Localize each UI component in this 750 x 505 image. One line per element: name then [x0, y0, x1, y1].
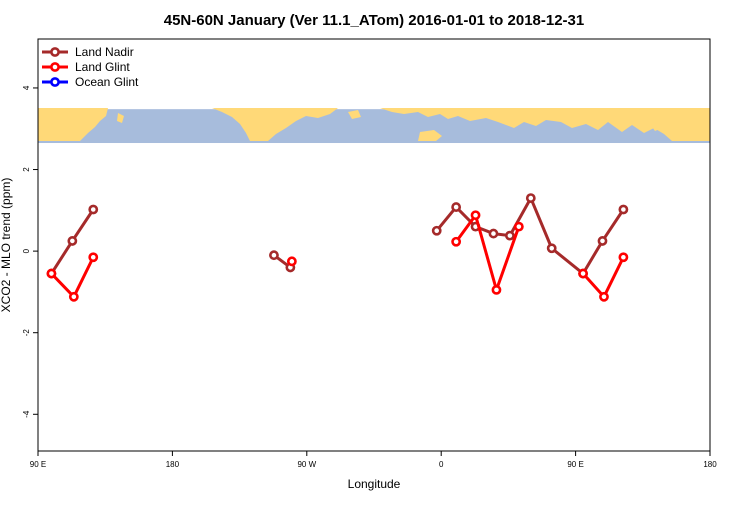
legend-item: Land Nadir [42, 45, 134, 59]
data-point [488, 228, 499, 239]
data-point [513, 221, 524, 232]
x-tick-label: 180 [703, 460, 717, 469]
data-point [578, 268, 588, 279]
data-point [470, 210, 481, 221]
data-point [431, 225, 442, 236]
map-land-shape [418, 130, 442, 141]
x-tick-label: 90 E [30, 460, 46, 469]
data-point [67, 236, 78, 246]
series-land-glint [46, 210, 629, 302]
data-point [599, 291, 609, 302]
legend-item: Land Glint [42, 60, 130, 74]
legend-swatch-marker [50, 62, 60, 72]
data-point [618, 204, 629, 215]
x-axis-label: Longitude [348, 477, 401, 491]
x-tick-label: 90 E [567, 460, 583, 469]
data-point [451, 202, 462, 212]
legend-item: Ocean Glint [42, 75, 139, 89]
map-land-shape [117, 113, 124, 123]
x-axis: 90 E 180 90 W 0 90 E 180 [30, 451, 717, 469]
y-tick-label: -2 [22, 329, 31, 337]
data-point [546, 243, 557, 254]
plot-frame [37, 38, 711, 452]
map-land-shape [38, 108, 108, 141]
data-point [68, 291, 79, 302]
y-axis: -4 -2 0 2 4 [22, 85, 38, 418]
series-land-nadir [46, 193, 629, 279]
data-point [46, 268, 57, 279]
x-tick-label: 180 [166, 460, 180, 469]
data-point [597, 236, 608, 246]
series-layer [46, 193, 629, 302]
legend-label: Ocean Glint [75, 75, 139, 89]
series-line [454, 213, 521, 292]
data-point [88, 252, 99, 263]
series-line [435, 196, 625, 276]
y-tick-label: -4 [22, 410, 31, 418]
legend-label: Land Glint [75, 60, 130, 74]
legend-swatch-marker [50, 47, 60, 57]
map-land-shape [650, 120, 662, 131]
data-point [491, 284, 502, 295]
data-point [525, 193, 536, 203]
data-point [88, 204, 99, 215]
x-tick-label: 0 [439, 460, 444, 469]
y-tick-label: 0 [22, 248, 31, 253]
y-tick-label: 2 [22, 167, 31, 172]
map-land [38, 108, 710, 141]
y-axis-label: XCO2 - MLO trend (ppm) [0, 178, 13, 313]
data-point [504, 230, 515, 241]
chart-title: 45N-60N January (Ver 11.1_ATom) 2016-01-… [164, 12, 585, 29]
x-tick-label: 90 W [297, 460, 316, 469]
legend-label: Land Nadir [75, 45, 134, 59]
data-point [269, 250, 279, 261]
map-land-shape [380, 108, 710, 141]
data-point [286, 256, 297, 267]
world-map-band [38, 108, 710, 144]
map-land-shape [296, 108, 310, 112]
data-point [618, 252, 629, 263]
legend-swatch-marker [50, 77, 60, 87]
map-land-shape [212, 108, 338, 141]
y-tick-label: 4 [22, 85, 31, 90]
map-land-shape [348, 110, 361, 119]
data-point [451, 236, 462, 247]
